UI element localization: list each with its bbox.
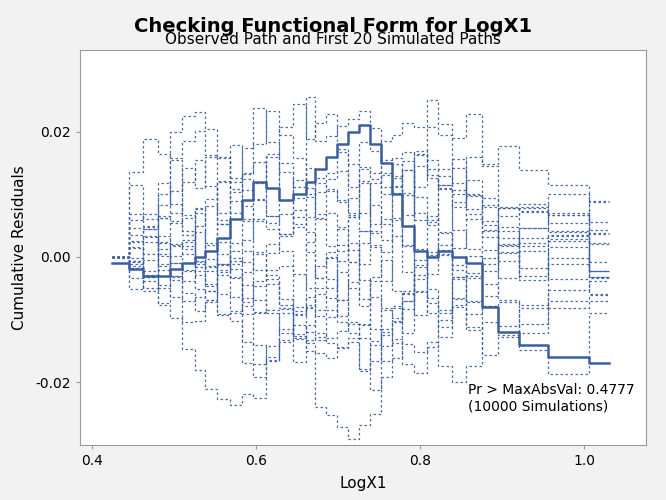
Text: Observed Path and First 20 Simulated Paths: Observed Path and First 20 Simulated Pat… bbox=[165, 32, 501, 48]
Y-axis label: Cumulative Residuals: Cumulative Residuals bbox=[12, 165, 27, 330]
Text: Checking Functional Form for LogX1: Checking Functional Form for LogX1 bbox=[134, 18, 532, 36]
X-axis label: LogX1: LogX1 bbox=[339, 476, 387, 492]
Text: Pr > MaxAbsVal: 0.4777
(10000 Simulations): Pr > MaxAbsVal: 0.4777 (10000 Simulation… bbox=[468, 383, 635, 414]
